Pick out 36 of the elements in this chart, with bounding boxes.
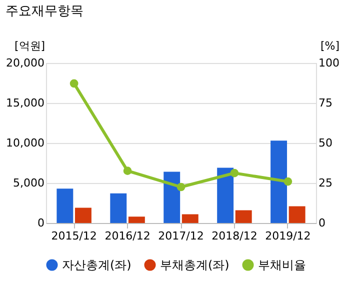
y2-tick-label: 25 xyxy=(318,176,332,190)
y2-tick-label: 75 xyxy=(318,96,332,110)
y-tick-label: 0 xyxy=(38,216,44,230)
x-tick-label: 2016/12 xyxy=(104,230,150,242)
bar xyxy=(217,168,234,223)
y-tick-label: 20,000 xyxy=(6,56,44,70)
point xyxy=(70,79,78,88)
bar xyxy=(164,172,180,223)
y2-tick-label: 50 xyxy=(318,136,332,150)
y2-tick-label: 100 xyxy=(318,56,340,70)
bar xyxy=(288,206,306,223)
bar xyxy=(270,140,288,223)
point xyxy=(284,177,292,186)
y-tick-label: 15,000 xyxy=(6,96,44,110)
y-tick-label: 5,000 xyxy=(13,176,44,190)
legend-label: 부채비율 xyxy=(258,258,306,272)
point xyxy=(176,182,186,192)
x-tick-label: 2018/12 xyxy=(212,230,258,242)
point xyxy=(230,168,239,178)
x-tick-label: 2019/12 xyxy=(265,230,311,242)
x-tick-label: 2015/12 xyxy=(51,230,97,242)
bar xyxy=(182,214,198,223)
point xyxy=(123,166,132,176)
bar xyxy=(128,216,145,223)
x-tick-label: 2017/12 xyxy=(158,230,204,242)
bar xyxy=(74,208,92,223)
y2-tick-label: 0 xyxy=(318,216,326,230)
chart-title: 주요재무항목 xyxy=(6,4,84,19)
y2-axis-title: [%] xyxy=(320,40,340,52)
bar xyxy=(110,193,127,223)
bar xyxy=(235,210,252,223)
legend-label: 자산총계(좌) xyxy=(62,258,132,272)
bar xyxy=(56,188,74,223)
legend-label: 부채총계(좌) xyxy=(160,258,230,272)
y-axis-title: [억원] xyxy=(14,40,46,52)
y-tick-label: 10,000 xyxy=(6,136,44,150)
